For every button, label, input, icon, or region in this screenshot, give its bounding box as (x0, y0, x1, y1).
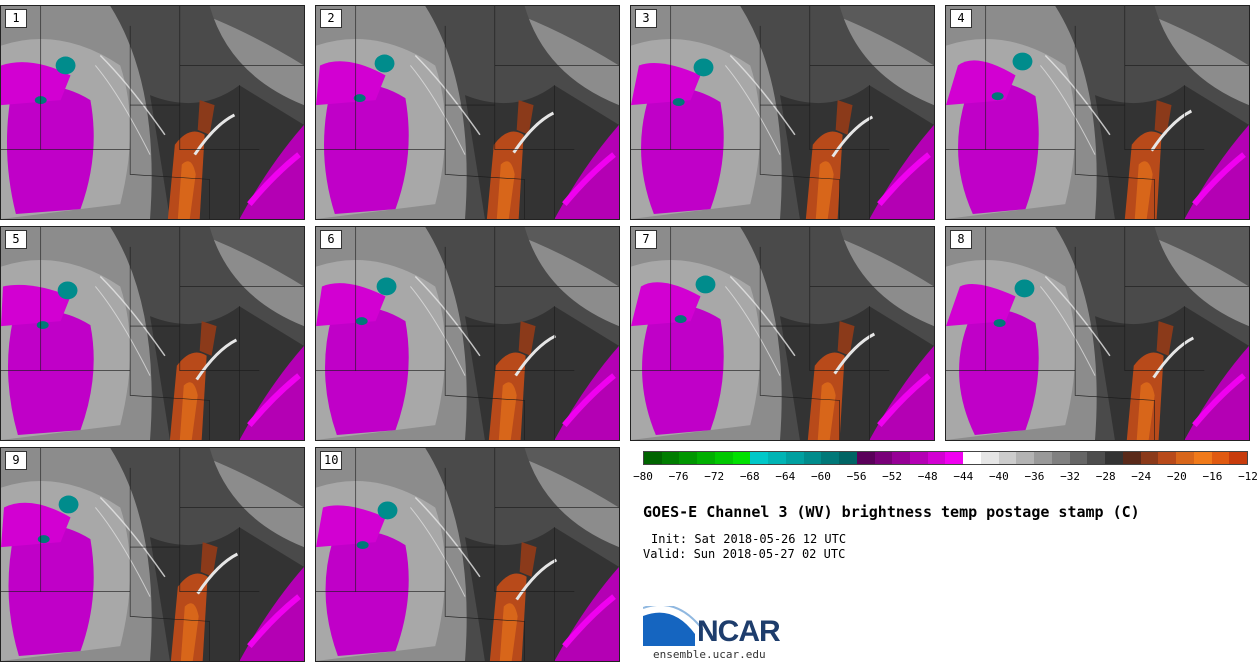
colorbar-tick-label: −64 (775, 470, 796, 483)
wv-brightness-map (316, 448, 619, 661)
wv-brightness-map (316, 227, 619, 440)
colorbar-swatch (1105, 452, 1123, 464)
colorbar-swatch (644, 452, 662, 464)
panel-label: 6 (320, 230, 342, 249)
wv-brightness-map (946, 6, 1249, 219)
colorbar-swatch (803, 452, 822, 464)
colorbar-tick-label: −68 (739, 470, 760, 483)
colorbar-swatch (1034, 452, 1052, 464)
wv-brightness-map (1, 227, 304, 440)
colorbar-swatch (661, 452, 680, 464)
colorbar-tick-label: −12 (1238, 470, 1258, 483)
colorbar-tick-label: −28 (1095, 470, 1116, 483)
postage-stamp-panel-8: 8 (945, 226, 1250, 441)
colorbar-swatch (785, 452, 804, 464)
site-url: ensemble.ucar.edu (653, 648, 766, 661)
colorbar-swatch (1158, 452, 1177, 464)
valid-time: Valid: Sun 2018-05-27 02 UTC (643, 547, 846, 561)
colorbar-swatch (892, 452, 911, 464)
panel-label: 7 (635, 230, 657, 249)
postage-stamp-panel-3: 3 (630, 5, 935, 220)
colorbar-tick-label: −44 (953, 470, 974, 483)
colorbar-tick-label: −32 (1060, 470, 1080, 483)
postage-stamp-panel-2: 2 (315, 5, 620, 220)
colorbar-swatch (1069, 452, 1088, 464)
postage-stamp-panel-6: 6 (315, 226, 620, 441)
postage-stamp-panel-10: 10 (315, 447, 620, 662)
colorbar-swatch (732, 452, 751, 464)
colorbar-swatch (679, 452, 698, 464)
wv-brightness-map (631, 227, 934, 440)
wv-brightness-map (946, 227, 1249, 440)
colorbar-tick-label: −40 (988, 470, 1009, 483)
page-title: GOES-E Channel 3 (WV) brightness temp po… (643, 503, 1140, 521)
wv-brightness-map (316, 6, 619, 219)
colorbar-swatch (1229, 452, 1247, 464)
panel-label: 3 (635, 9, 657, 28)
panel-label: 1 (5, 9, 27, 28)
colorbar-swatch (874, 452, 893, 464)
colorbar-tick-label: −80 (633, 470, 653, 483)
colorbar-swatch (856, 452, 875, 464)
colorbar-swatch (910, 452, 928, 464)
postage-stamp-panel-7: 7 (630, 226, 935, 441)
ncar-logo-icon (643, 606, 704, 646)
colorbar-swatch (1016, 452, 1035, 464)
colorbar-swatch (821, 452, 840, 464)
colorbar-tick-label: −24 (1131, 470, 1152, 483)
panel-label: 5 (5, 230, 27, 249)
colorbar-swatch (1122, 452, 1141, 464)
wv-brightness-map (1, 6, 304, 219)
panel-label: 2 (320, 9, 342, 28)
panel-label: 10 (320, 451, 343, 470)
colorbar-swatch (750, 452, 769, 464)
colorbar-swatch (1051, 452, 1070, 464)
colorbar-tick-label: −20 (1166, 470, 1187, 483)
colorbar-swatch (945, 452, 964, 464)
colorbar-tick-label: −48 (917, 470, 938, 483)
colorbar-swatch (1193, 452, 1212, 464)
panel-label: 9 (5, 451, 27, 470)
colorbar-swatch (927, 452, 946, 464)
postage-stamp-panel-5: 5 (0, 226, 305, 441)
colorbar-swatch (768, 452, 786, 464)
postage-stamp-panel-1: 1 (0, 5, 305, 220)
colorbar-tick-label: −60 (811, 470, 831, 483)
colorbar-tick-label: −36 (1024, 470, 1045, 483)
wv-brightness-map (1, 448, 304, 661)
colorbar-swatch (1176, 452, 1194, 464)
colorbar-swatch (998, 452, 1017, 464)
colorbar-swatch (714, 452, 733, 464)
postage-stamp-panel-4: 4 (945, 5, 1250, 220)
postage-stamp-panel-9: 9 (0, 447, 305, 662)
colorbar-swatch (1087, 452, 1106, 464)
colorbar-tick-label: −76 (668, 470, 689, 483)
panel-label: 8 (950, 230, 972, 249)
colorbar-tick-label: −52 (882, 470, 903, 483)
colorbar-tick-label: −16 (1202, 470, 1223, 483)
colorbar-swatch (697, 452, 715, 464)
colorbar-swatch (963, 452, 981, 464)
colorbar-tick-label: −72 (704, 470, 725, 483)
colorbar-swatch (980, 452, 999, 464)
colorbar-swatch (1211, 452, 1230, 464)
panel-label: 4 (950, 9, 972, 28)
colorbar (643, 451, 1248, 465)
colorbar-swatch (1140, 452, 1159, 464)
colorbar-tick-label: −56 (846, 470, 867, 483)
colorbar-swatch (839, 452, 857, 464)
init-time: Init: Sat 2018-05-26 12 UTC (651, 532, 847, 546)
ncar-logo-text: NCAR (697, 615, 781, 648)
wv-brightness-map (631, 6, 934, 219)
